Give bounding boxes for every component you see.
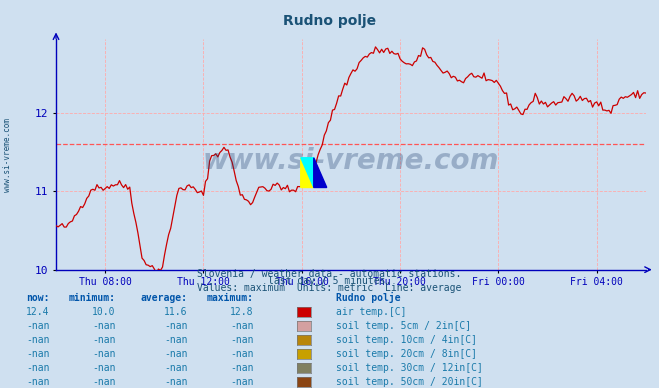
Polygon shape — [301, 158, 314, 187]
Text: -nan: -nan — [92, 362, 115, 372]
Text: -nan: -nan — [164, 362, 188, 372]
Text: -nan: -nan — [230, 376, 254, 386]
Text: -nan: -nan — [230, 362, 254, 372]
Text: -nan: -nan — [230, 320, 254, 331]
Text: Values: maximum  Units: metric  Line: average: Values: maximum Units: metric Line: aver… — [197, 282, 462, 293]
Text: -nan: -nan — [92, 320, 115, 331]
Text: minimum:: minimum: — [69, 293, 115, 303]
Text: -nan: -nan — [230, 334, 254, 345]
Text: -nan: -nan — [164, 348, 188, 359]
Text: www.si-vreme.com: www.si-vreme.com — [3, 118, 13, 192]
Text: -nan: -nan — [230, 348, 254, 359]
Text: -nan: -nan — [26, 320, 49, 331]
Text: 12.8: 12.8 — [230, 307, 254, 317]
Text: -nan: -nan — [26, 348, 49, 359]
Text: last day / 5 minutes.: last day / 5 minutes. — [268, 276, 391, 286]
Text: -nan: -nan — [26, 334, 49, 345]
Text: soil temp. 30cm / 12in[C]: soil temp. 30cm / 12in[C] — [336, 362, 483, 372]
Text: www.si-vreme.com: www.si-vreme.com — [203, 147, 499, 175]
Text: maximum:: maximum: — [207, 293, 254, 303]
Text: now:: now: — [26, 293, 49, 303]
Text: 10.0: 10.0 — [92, 307, 115, 317]
Text: air temp.[C]: air temp.[C] — [336, 307, 407, 317]
Text: Slovenia / weather data - automatic stations.: Slovenia / weather data - automatic stat… — [197, 269, 462, 279]
Polygon shape — [301, 158, 314, 187]
Text: soil temp. 20cm / 8in[C]: soil temp. 20cm / 8in[C] — [336, 348, 477, 359]
Text: Rudno polje: Rudno polje — [336, 292, 401, 303]
Text: -nan: -nan — [164, 334, 188, 345]
Text: -nan: -nan — [92, 376, 115, 386]
Text: 12.4: 12.4 — [26, 307, 49, 317]
Text: -nan: -nan — [164, 376, 188, 386]
Text: soil temp. 10cm / 4in[C]: soil temp. 10cm / 4in[C] — [336, 334, 477, 345]
Text: -nan: -nan — [26, 376, 49, 386]
Text: 11.6: 11.6 — [164, 307, 188, 317]
Text: soil temp. 5cm / 2in[C]: soil temp. 5cm / 2in[C] — [336, 320, 471, 331]
Text: Rudno polje: Rudno polje — [283, 14, 376, 28]
Text: soil temp. 50cm / 20in[C]: soil temp. 50cm / 20in[C] — [336, 376, 483, 386]
Text: -nan: -nan — [164, 320, 188, 331]
Text: -nan: -nan — [92, 334, 115, 345]
Text: -nan: -nan — [92, 348, 115, 359]
Text: -nan: -nan — [26, 362, 49, 372]
Polygon shape — [314, 158, 327, 187]
Text: average:: average: — [141, 293, 188, 303]
